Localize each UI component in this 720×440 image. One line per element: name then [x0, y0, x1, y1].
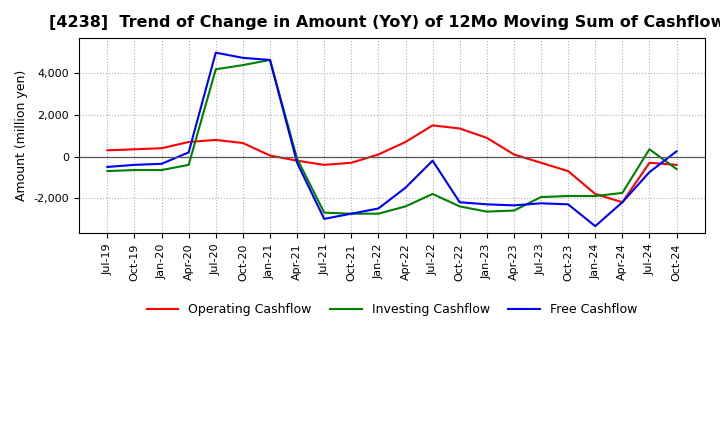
Investing Cashflow: [564, 194, 572, 199]
Line: Operating Cashflow: Operating Cashflow: [107, 125, 677, 202]
Investing Cashflow: [238, 62, 247, 68]
Free Cashflow: [130, 162, 139, 168]
Free Cashflow: [591, 224, 600, 229]
Line: Free Cashflow: Free Cashflow: [107, 53, 677, 226]
Investing Cashflow: [645, 147, 654, 152]
Investing Cashflow: [455, 204, 464, 209]
Investing Cashflow: [428, 191, 437, 197]
Free Cashflow: [238, 55, 247, 60]
Operating Cashflow: [347, 160, 356, 165]
Free Cashflow: [212, 50, 220, 55]
Operating Cashflow: [618, 200, 626, 205]
Operating Cashflow: [645, 160, 654, 165]
Investing Cashflow: [591, 194, 600, 199]
Operating Cashflow: [266, 153, 274, 158]
Operating Cashflow: [564, 169, 572, 174]
Operating Cashflow: [510, 152, 518, 157]
Y-axis label: Amount (million yen): Amount (million yen): [15, 70, 28, 202]
Operating Cashflow: [293, 158, 302, 163]
Title: [4238]  Trend of Change in Amount (YoY) of 12Mo Moving Sum of Cashflows: [4238] Trend of Change in Amount (YoY) o…: [49, 15, 720, 30]
Operating Cashflow: [455, 126, 464, 131]
Investing Cashflow: [347, 211, 356, 216]
Operating Cashflow: [374, 152, 383, 157]
Operating Cashflow: [212, 137, 220, 143]
Free Cashflow: [672, 149, 681, 154]
Investing Cashflow: [618, 190, 626, 195]
Investing Cashflow: [130, 167, 139, 172]
Operating Cashflow: [428, 123, 437, 128]
Free Cashflow: [482, 202, 491, 207]
Investing Cashflow: [510, 208, 518, 213]
Operating Cashflow: [672, 162, 681, 168]
Investing Cashflow: [103, 169, 112, 174]
Operating Cashflow: [238, 140, 247, 146]
Investing Cashflow: [266, 57, 274, 62]
Free Cashflow: [320, 216, 328, 221]
Investing Cashflow: [293, 156, 302, 161]
Free Cashflow: [536, 201, 545, 206]
Free Cashflow: [266, 57, 274, 62]
Investing Cashflow: [401, 204, 410, 209]
Operating Cashflow: [482, 135, 491, 140]
Operating Cashflow: [591, 191, 600, 197]
Free Cashflow: [157, 161, 166, 166]
Free Cashflow: [374, 206, 383, 211]
Operating Cashflow: [320, 162, 328, 168]
Free Cashflow: [401, 185, 410, 191]
Investing Cashflow: [212, 66, 220, 72]
Legend: Operating Cashflow, Investing Cashflow, Free Cashflow: Operating Cashflow, Investing Cashflow, …: [142, 298, 642, 321]
Free Cashflow: [293, 160, 302, 165]
Operating Cashflow: [157, 146, 166, 151]
Free Cashflow: [510, 203, 518, 208]
Investing Cashflow: [672, 166, 681, 172]
Free Cashflow: [564, 202, 572, 207]
Investing Cashflow: [320, 210, 328, 215]
Operating Cashflow: [103, 148, 112, 153]
Investing Cashflow: [374, 211, 383, 216]
Free Cashflow: [645, 169, 654, 175]
Free Cashflow: [428, 158, 437, 163]
Free Cashflow: [184, 150, 193, 155]
Line: Investing Cashflow: Investing Cashflow: [107, 60, 677, 214]
Operating Cashflow: [401, 139, 410, 145]
Investing Cashflow: [482, 209, 491, 214]
Free Cashflow: [103, 164, 112, 169]
Operating Cashflow: [536, 160, 545, 165]
Operating Cashflow: [130, 147, 139, 152]
Investing Cashflow: [184, 162, 193, 168]
Free Cashflow: [347, 211, 356, 216]
Investing Cashflow: [157, 167, 166, 172]
Investing Cashflow: [536, 194, 545, 200]
Operating Cashflow: [184, 139, 193, 145]
Free Cashflow: [455, 200, 464, 205]
Free Cashflow: [618, 200, 626, 205]
